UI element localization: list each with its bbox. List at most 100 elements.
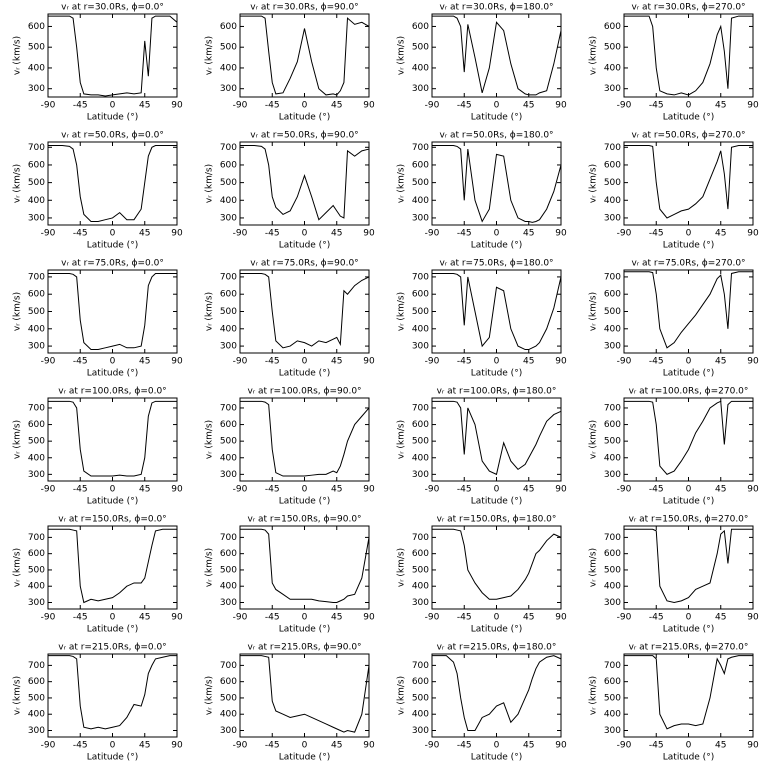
x-tick-label: -45 <box>457 357 472 367</box>
data-line <box>240 528 370 603</box>
x-tick-label: 45 <box>139 357 150 367</box>
y-axis-label: vᵣ (km/s) <box>13 36 23 75</box>
y-axis-label: vᵣ (km/s) <box>205 292 215 331</box>
x-tick-label: 90 <box>363 485 375 495</box>
x-tick-label: -45 <box>265 229 280 239</box>
y-tick-label: 400 <box>412 196 429 206</box>
x-tick-label: 90 <box>747 741 759 751</box>
x-axis-label: Latitude (°) <box>471 113 522 123</box>
data-line <box>240 400 370 477</box>
y-tick-label: 400 <box>220 324 237 334</box>
chart-title: vᵣ at r=100.0Rs, ϕ=90.0° <box>247 387 361 397</box>
y-tick-label: 400 <box>412 63 429 73</box>
x-tick-label: -45 <box>457 485 472 495</box>
y-tick-label: 600 <box>220 549 237 559</box>
y-axis-label: vᵣ (km/s) <box>205 676 215 715</box>
x-tick-label: 45 <box>715 485 726 495</box>
x-tick-label: 90 <box>171 229 183 239</box>
x-tick-label: -45 <box>73 357 88 367</box>
y-tick-label: 500 <box>28 437 45 447</box>
x-axis-label: Latitude (°) <box>471 241 522 251</box>
y-tick-label: 700 <box>28 143 45 153</box>
chart-title: vᵣ at r=100.0Rs, ϕ=0.0° <box>58 387 166 397</box>
x-tick-label: 0 <box>302 741 308 751</box>
x-axis-label: Latitude (°) <box>471 497 522 507</box>
x-tick-label: -45 <box>73 741 88 751</box>
y-tick-label: 400 <box>220 453 237 463</box>
x-tick-label: -45 <box>265 357 280 367</box>
chart-title: vᵣ at r=75.0Rs, ϕ=0.0° <box>61 259 164 269</box>
y-tick-label: 600 <box>604 420 621 430</box>
x-tick-label: 90 <box>171 613 183 623</box>
y-tick-label: 400 <box>220 582 237 592</box>
y-axis-label: vᵣ (km/s) <box>205 164 215 203</box>
y-tick-label: 400 <box>220 710 237 720</box>
y-tick-label: 400 <box>412 582 429 592</box>
chart-title: vᵣ at r=75.0Rs, ϕ=270.0° <box>631 259 745 269</box>
x-tick-label: 0 <box>494 357 500 367</box>
x-axis-label: Latitude (°) <box>87 497 138 507</box>
plot-frame <box>47 653 178 738</box>
x-tick-label: -45 <box>265 613 280 623</box>
y-tick-label: 500 <box>604 307 621 317</box>
x-axis-label: Latitude (°) <box>279 625 330 635</box>
x-tick-label: 45 <box>523 357 534 367</box>
x-tick-label: -90 <box>425 229 440 239</box>
y-tick-label: 500 <box>412 307 429 317</box>
x-axis-label: Latitude (°) <box>87 369 138 379</box>
x-tick-label: 45 <box>715 101 726 111</box>
y-tick-label: 600 <box>412 22 429 32</box>
y-tick-label: 300 <box>220 726 237 736</box>
plot-frame <box>623 397 754 482</box>
y-tick-label: 300 <box>412 342 429 352</box>
x-tick-label: 90 <box>171 101 183 111</box>
y-tick-label: 600 <box>28 22 45 32</box>
y-tick-label: 300 <box>412 84 429 94</box>
plot-frame <box>431 653 562 738</box>
y-tick-label: 300 <box>28 470 45 480</box>
x-axis-label: Latitude (°) <box>471 753 522 763</box>
plot-frame <box>47 13 178 98</box>
x-tick-label: -90 <box>617 229 632 239</box>
y-axis-label: vᵣ (km/s) <box>589 676 599 715</box>
y-axis-label: vᵣ (km/s) <box>13 420 23 459</box>
y-tick-label: 400 <box>220 63 237 73</box>
x-tick-label: 0 <box>302 485 308 495</box>
plot-frame <box>47 141 178 226</box>
x-axis-label: Latitude (°) <box>471 625 522 635</box>
x-tick-label: 90 <box>171 741 183 751</box>
x-tick-label: 90 <box>747 613 759 623</box>
x-tick-label: -90 <box>233 485 248 495</box>
x-tick-label: 90 <box>747 101 759 111</box>
x-tick-label: -90 <box>233 613 248 623</box>
plot-frame <box>239 13 370 98</box>
y-axis-label: vᵣ (km/s) <box>589 292 599 331</box>
y-tick-label: 600 <box>220 22 237 32</box>
chart-title: vᵣ at r=50.0Rs, ϕ=270.0° <box>631 131 745 141</box>
y-tick-label: 700 <box>604 403 621 413</box>
x-tick-label: 45 <box>715 741 726 751</box>
plot-frame <box>47 525 178 610</box>
plot-frame <box>47 397 178 482</box>
x-tick-label: -45 <box>457 613 472 623</box>
x-tick-label: -45 <box>457 741 472 751</box>
y-tick-label: 500 <box>220 565 237 575</box>
y-tick-label: 500 <box>604 43 621 53</box>
x-tick-label: -45 <box>457 101 472 111</box>
x-tick-label: -45 <box>73 485 88 495</box>
plot-frame <box>47 269 178 354</box>
x-axis-label: Latitude (°) <box>663 369 714 379</box>
x-tick-label: 45 <box>139 741 150 751</box>
y-tick-label: 400 <box>412 324 429 334</box>
y-tick-label: 600 <box>412 420 429 430</box>
y-tick-label: 300 <box>604 726 621 736</box>
x-tick-label: 45 <box>139 101 150 111</box>
y-tick-label: 400 <box>28 582 45 592</box>
y-tick-label: 700 <box>220 403 237 413</box>
y-tick-label: 600 <box>220 290 237 300</box>
y-tick-label: 600 <box>28 677 45 687</box>
y-tick-label: 400 <box>28 710 45 720</box>
y-tick-label: 500 <box>28 43 45 53</box>
plot-frame <box>239 141 370 226</box>
x-axis-label: Latitude (°) <box>87 241 138 251</box>
